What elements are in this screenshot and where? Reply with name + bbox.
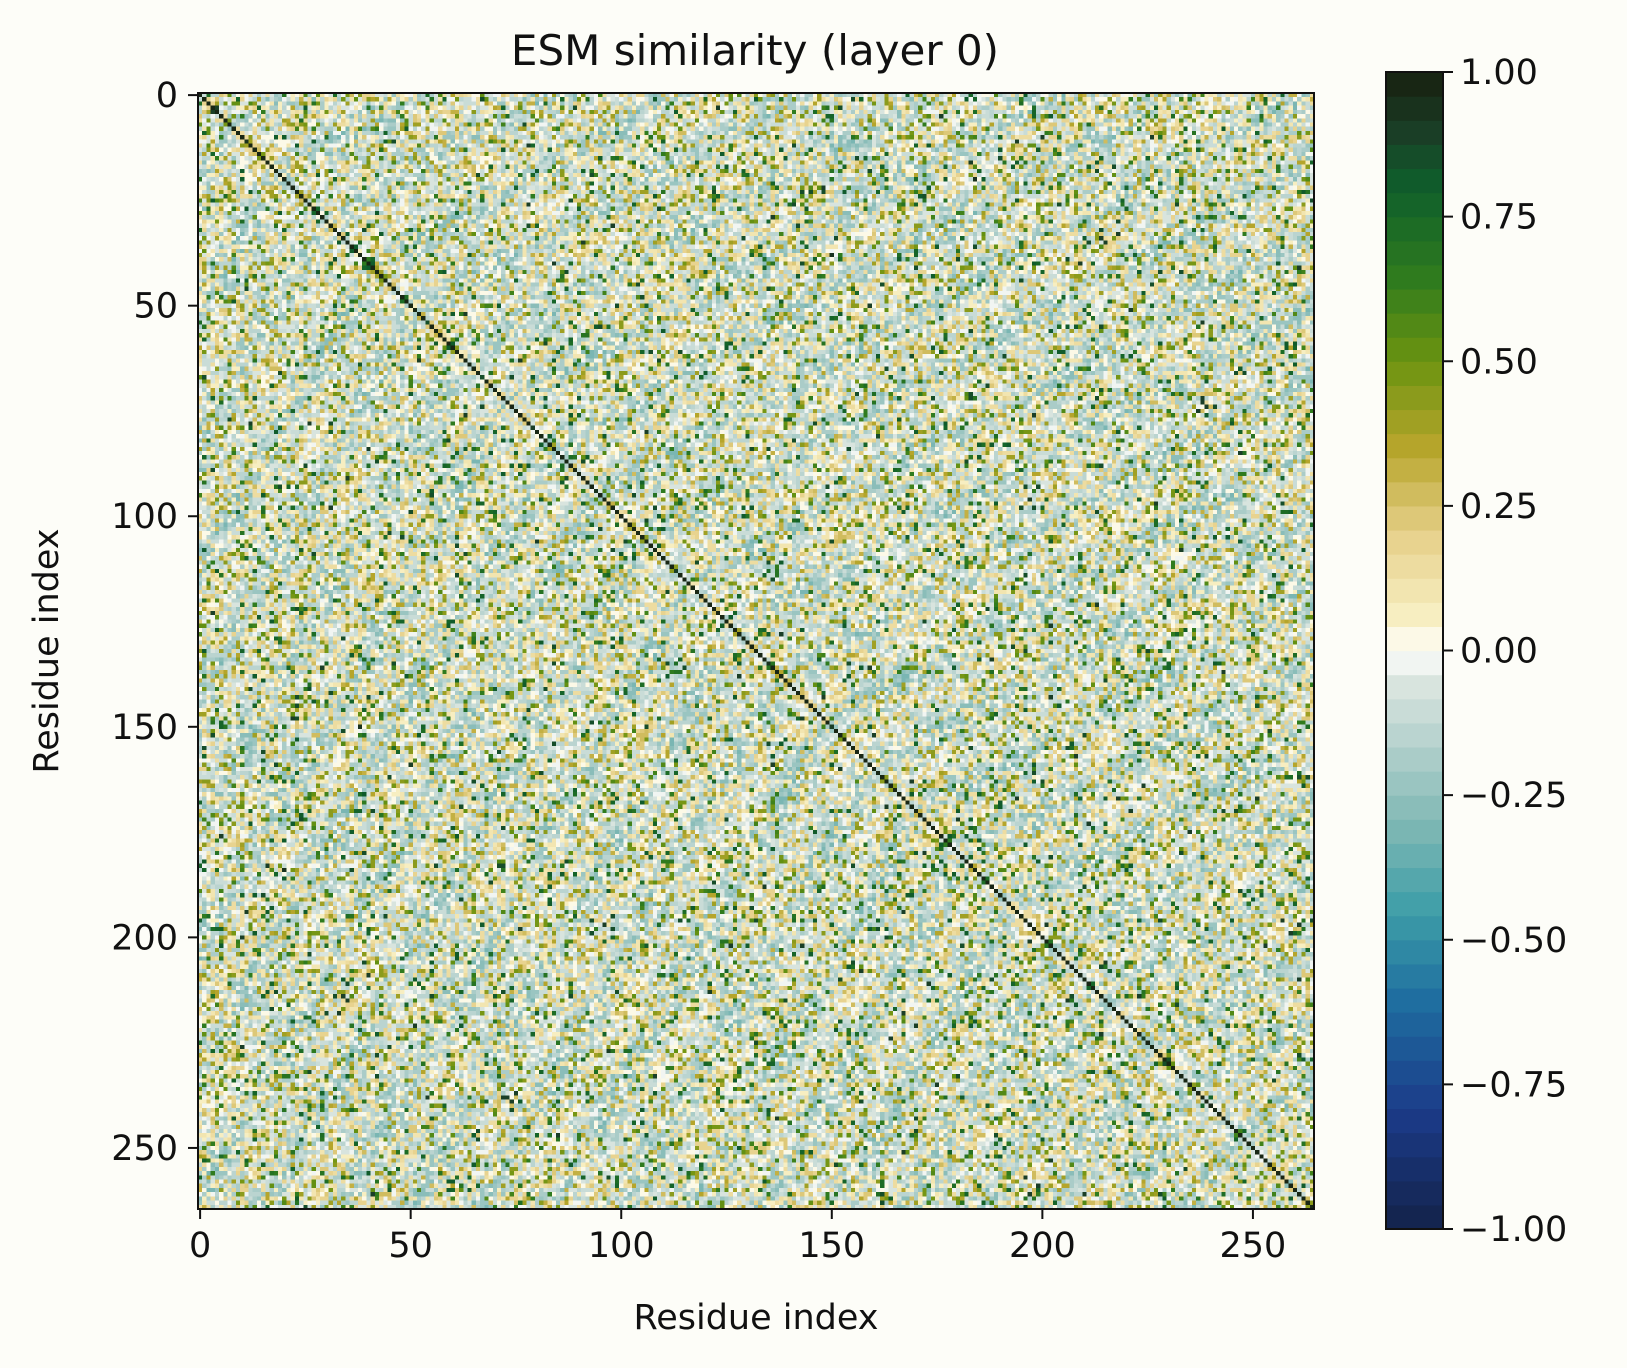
colorbar-level (1386, 240, 1443, 266)
colorbar-level (1386, 192, 1443, 218)
colorbar: 1.00 0.75 0.50 0.25 0.00 −0.25 −0.50 −0.75 −1.00 (1385, 53, 1567, 1250)
colorbar-tick-label: −0.50 (1460, 921, 1567, 961)
colorbar-level (1386, 1132, 1443, 1158)
y-axis: 0 50 100 150 200 250 (111, 76, 198, 1169)
y-axis-label: Residue index (27, 528, 67, 773)
colorbar-level (1386, 529, 1443, 555)
colorbar-level (1386, 698, 1443, 724)
x-tick-label: 50 (388, 1226, 433, 1266)
colorbar-level (1386, 361, 1443, 386)
x-tick-label: 200 (1009, 1226, 1076, 1266)
colorbar-tick-label: −0.25 (1460, 776, 1567, 816)
colorbar-level (1386, 1012, 1443, 1037)
colorbar-level (1386, 1036, 1443, 1061)
heatmap-frame (197, 92, 1315, 1210)
colorbar-level (1386, 264, 1443, 290)
colorbar-level (1386, 867, 1443, 893)
colorbar-level (1386, 722, 1443, 748)
colorbar-level (1386, 843, 1443, 869)
colorbar-level (1386, 385, 1443, 411)
colorbar-levels (1386, 72, 1443, 1230)
colorbar-tick-label: −1.00 (1460, 1210, 1567, 1250)
colorbar-level (1386, 288, 1443, 314)
x-axis-label: Residue index (633, 1298, 878, 1338)
colorbar-level (1386, 72, 1443, 97)
y-tick-label: 250 (111, 1129, 178, 1169)
x-axis: 0 50 100 150 200 250 (189, 1209, 1286, 1266)
colorbar-level (1386, 481, 1443, 507)
colorbar-level (1386, 915, 1443, 941)
x-tick-label: 0 (189, 1226, 211, 1266)
colorbar-level (1386, 1180, 1443, 1206)
colorbar-level (1386, 337, 1443, 362)
colorbar-level (1386, 1204, 1443, 1230)
x-tick-label: 150 (798, 1226, 865, 1266)
colorbar-level (1386, 554, 1443, 579)
colorbar-level (1386, 168, 1443, 194)
colorbar-level (1386, 939, 1443, 965)
heatmap-plot-area (197, 92, 1315, 1210)
x-tick-label: 100 (588, 1226, 655, 1266)
colorbar-level (1386, 650, 1443, 676)
colorbar-tick-label: 0.50 (1460, 342, 1538, 382)
colorbar-level (1386, 433, 1443, 459)
colorbar-level (1386, 409, 1443, 435)
colorbar-level (1386, 96, 1443, 121)
colorbar-level (1386, 216, 1443, 242)
colorbar-level (1386, 1156, 1443, 1182)
colorbar-level (1386, 771, 1443, 796)
colorbar-level (1386, 313, 1443, 338)
chart-title: ESM similarity (layer 0) (511, 26, 999, 75)
colorbar-level (1386, 1060, 1443, 1085)
colorbar-level (1386, 819, 1443, 844)
colorbar-level (1386, 120, 1443, 145)
colorbar-level (1386, 1084, 1443, 1110)
colorbar-level (1386, 891, 1443, 917)
colorbar-level (1386, 963, 1443, 989)
y-tick-label: 50 (133, 287, 178, 327)
colorbar-level (1386, 795, 1443, 820)
y-tick-label: 100 (111, 497, 178, 537)
colorbar-level (1386, 746, 1443, 772)
y-tick-label: 150 (111, 708, 178, 748)
heatmap-cells (198, 93, 1314, 1209)
colorbar-level (1386, 626, 1443, 652)
colorbar-tick-label: −0.75 (1460, 1065, 1567, 1105)
colorbar-level (1386, 144, 1443, 170)
colorbar-level (1386, 987, 1443, 1013)
colorbar-tick-label: 0.00 (1460, 632, 1538, 672)
colorbar-level (1386, 505, 1443, 531)
colorbar-tick-label: 1.00 (1460, 53, 1538, 93)
y-tick-label: 200 (111, 918, 178, 958)
x-tick-label: 250 (1220, 1226, 1287, 1266)
colorbar-tick-label: 0.25 (1460, 487, 1538, 527)
colorbar-level (1386, 602, 1443, 627)
y-tick-label: 0 (156, 76, 178, 116)
colorbar-ticks: 1.00 0.75 0.50 0.25 0.00 −0.25 −0.50 −0.75 −1.00 (1443, 53, 1567, 1250)
colorbar-level (1386, 1108, 1443, 1134)
colorbar-level (1386, 457, 1443, 483)
colorbar-level (1386, 578, 1443, 603)
colorbar-tick-label: 0.75 (1460, 198, 1538, 238)
colorbar-level (1386, 674, 1443, 700)
